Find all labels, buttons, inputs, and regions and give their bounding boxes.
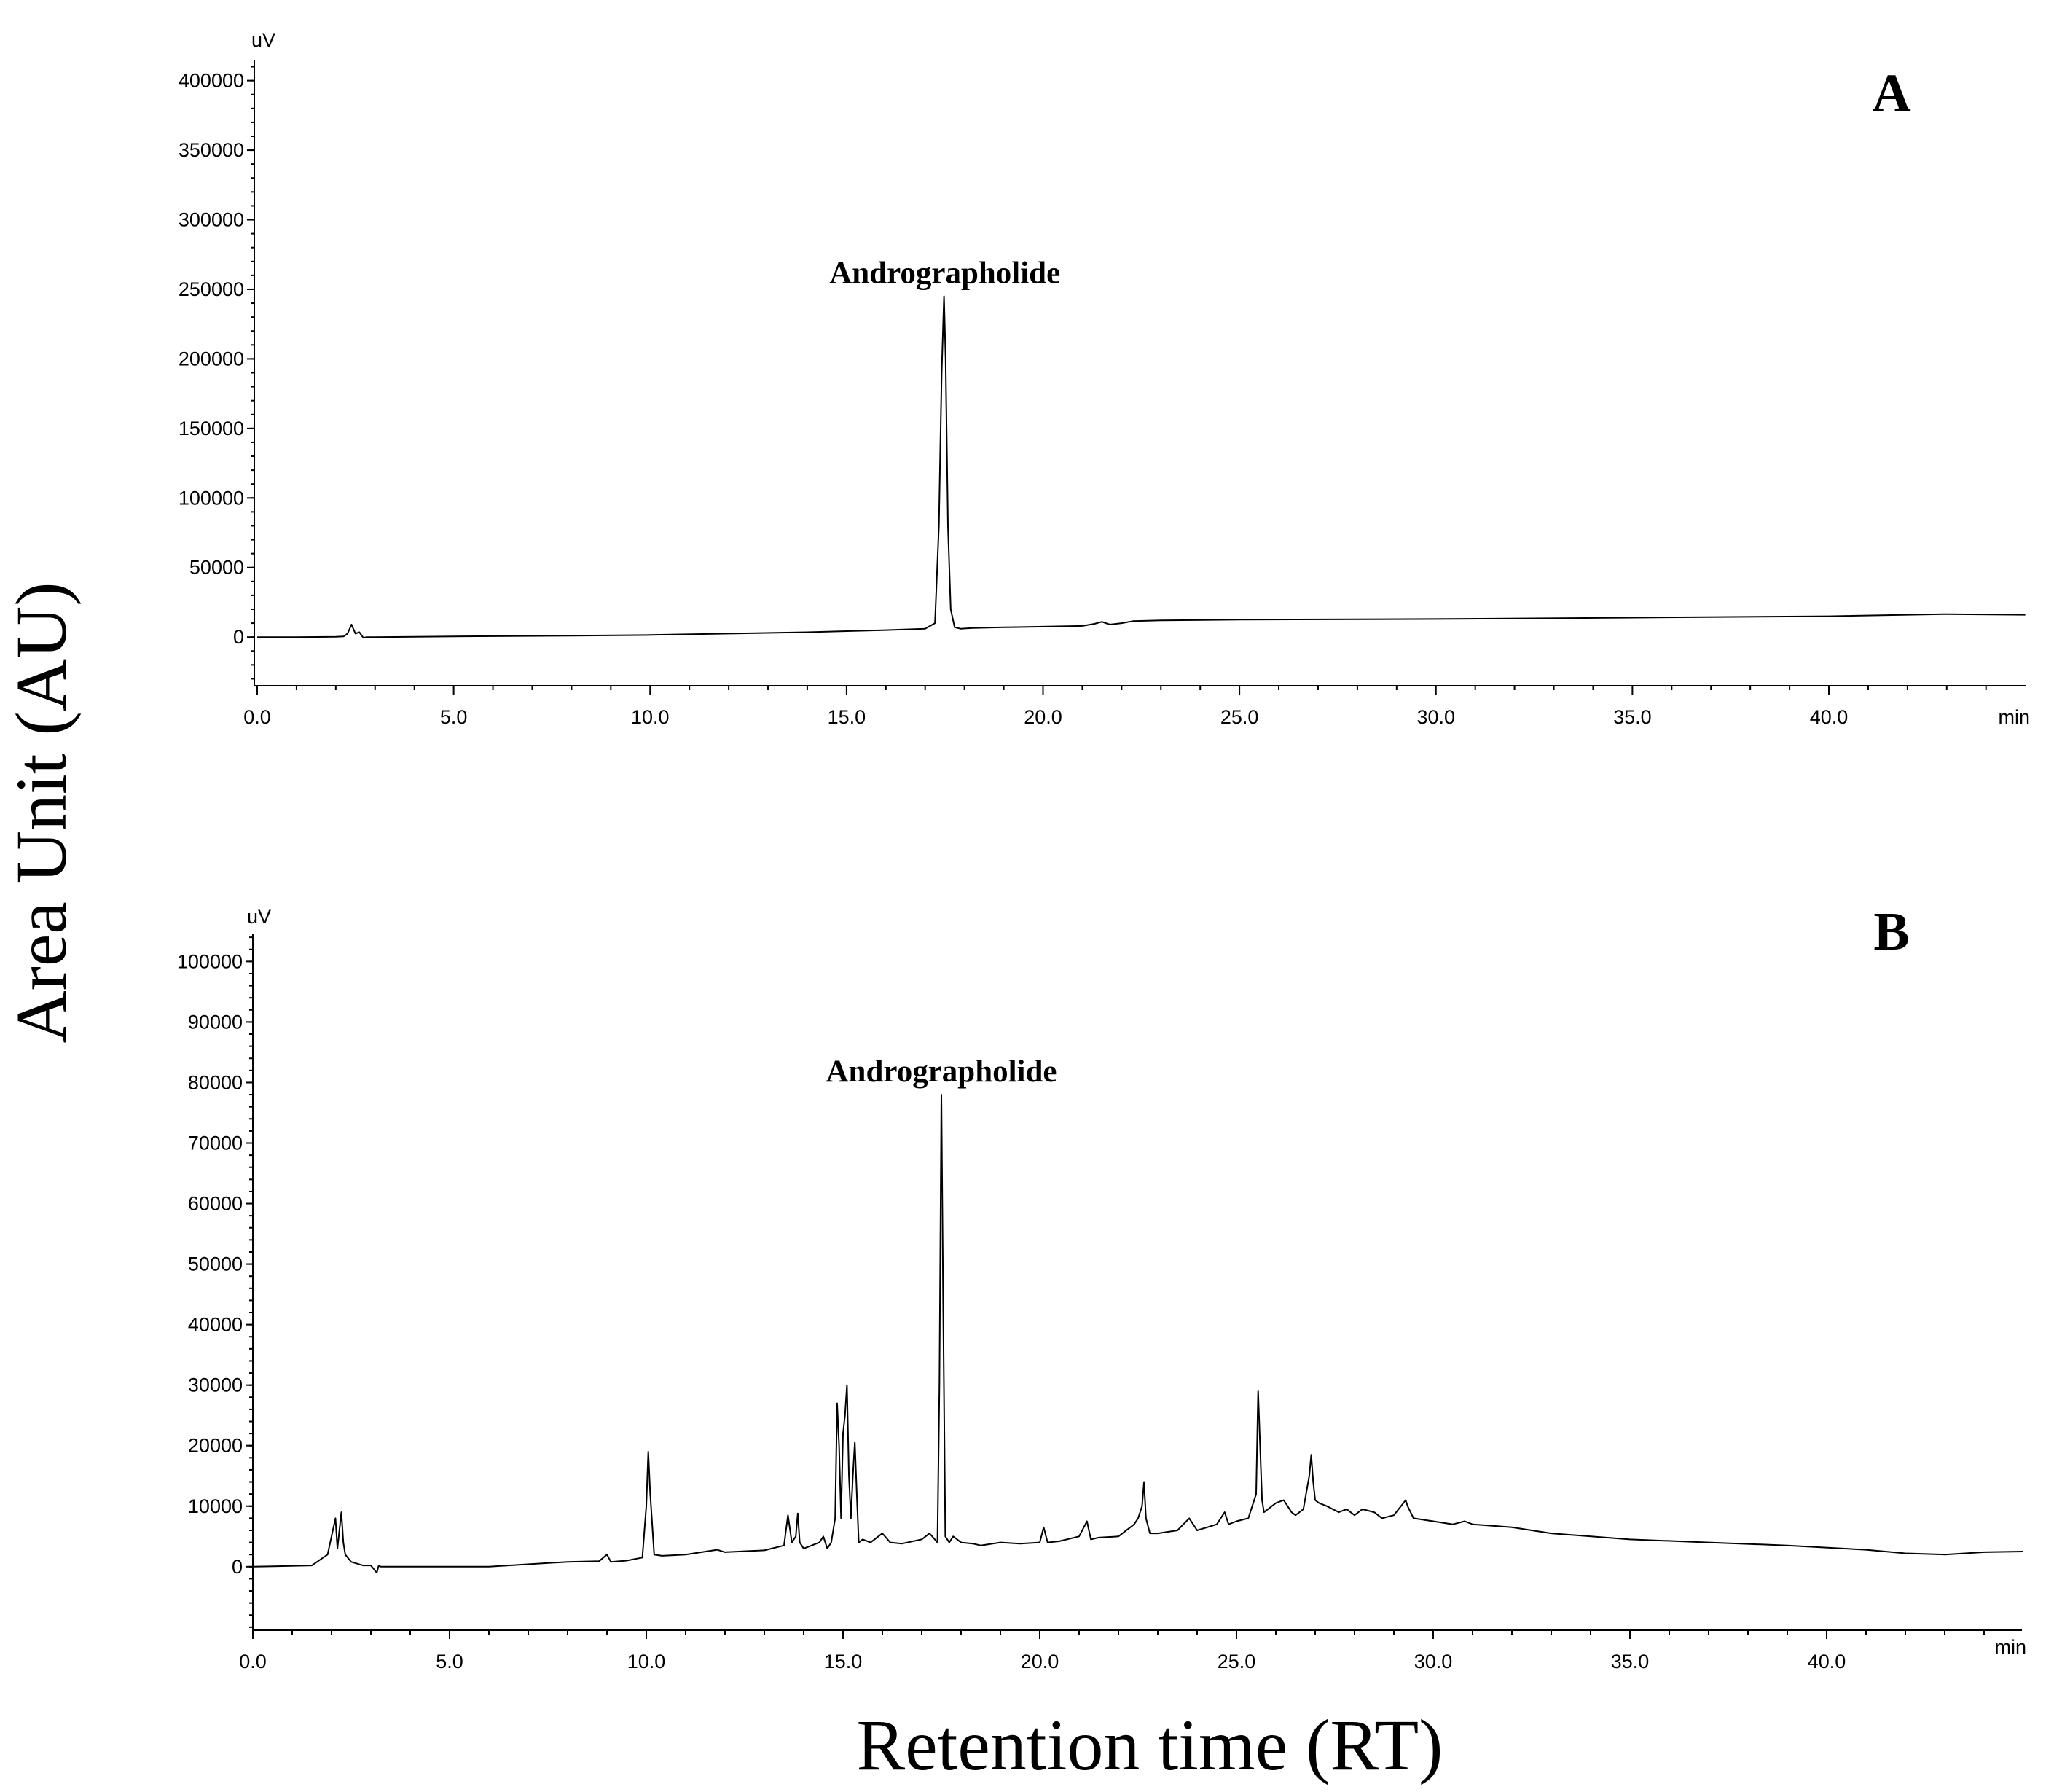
panel-b-x-tick-label: 35.0 [1611,1651,1650,1672]
panel-a-y-tick-label: 50000 [189,557,244,579]
panel-b-x-tick-label: 30.0 [1414,1651,1453,1672]
panel-b-x-tick-label: 0.0 [239,1651,267,1672]
panel-b-y-tick-label: 20000 [188,1435,243,1457]
panel-b-y-tick-label: 80000 [188,1071,243,1093]
panel-b-y-tick-label: 90000 [188,1011,243,1033]
panel-a-x-tick-label: 10.0 [631,706,670,728]
panel-a-x-tick-label: 5.0 [440,706,468,728]
panel-b-y-ticks: 0 10000 20000 30000 40000 50000 60000 70000 8000… [177,936,253,1628]
panel-a-y-tick-label: 400000 [179,70,244,92]
panel-a-x-tick-label: 20.0 [1024,706,1062,728]
panel-b-y-tick-label: 30000 [188,1374,243,1396]
panel-a-y-tick-label: 300000 [179,209,244,231]
panel-a-x-tick-label: 0.0 [243,706,271,728]
panel-b-y-tick-label: 70000 [188,1132,243,1154]
panel-b-y-tick-label: 10000 [188,1495,243,1517]
panel-b-peak-label: Andrographolide [826,1055,1057,1089]
panel-b-x-tick-label: 40.0 [1808,1651,1846,1672]
figure-x-axis-label: Retention time (RT) [857,1705,1443,1785]
panel-b-y-tick-label: 100000 [177,950,243,972]
panel-a-y-unit: uV [251,29,275,51]
panel-a-x-tick-label: 35.0 [1613,706,1652,728]
panel-a-x-tick-label: 15.0 [828,706,866,728]
panel-a-x-tick-label: 40.0 [1810,706,1849,728]
panel-a-x-tick-label: 30.0 [1416,706,1455,728]
panel-b-x-ticks: 0.0 5.0 10.0 15.0 20.0 25.0 30.0 35.0 40.0 [239,1630,1985,1672]
panel-b-chart: uV min B 0 10000 20000 30000 40000 50000 60000… [177,902,2026,1672]
panel-a-trace [257,295,2026,639]
panel-b-x-tick-label: 15.0 [824,1651,863,1672]
panel-b-y-tick-label: 0 [232,1556,243,1578]
panel-b-x-unit: min [1994,1636,2026,1658]
panel-a-y-tick-label: 350000 [179,139,244,161]
panel-b-x-tick-label: 5.0 [436,1651,463,1672]
panel-b-letter: B [1873,902,1909,962]
panel-a-y-ticks: 0 50000 100000 150000 200000 250000 300000 3500… [179,66,254,680]
panel-a-x-tick-label: 25.0 [1220,706,1259,728]
panel-b-y-tick-label: 60000 [188,1193,243,1215]
panel-b-y-unit: uV [247,906,271,928]
panel-b-x-tick-label: 25.0 [1218,1651,1256,1672]
panel-a-x-ticks: 0.0 5.0 10.0 15.0 20.0 25.0 30.0 35.0 40.0 [243,686,1987,728]
panel-a-y-tick-label: 100000 [179,487,244,509]
panel-b-trace [252,1094,2024,1574]
panel-a-y-tick-label: 150000 [179,418,244,439]
panel-a-x-unit: min [1998,706,2030,728]
panel-b-y-tick-label: 50000 [188,1253,243,1275]
panel-a-peak-label: Andrographolide [829,257,1060,291]
panel-b-x-tick-label: 10.0 [627,1651,666,1672]
panel-a-letter: A [1872,63,1910,123]
panel-a-y-tick-label: 0 [233,626,244,648]
panel-a-chart: uV min A 0 50000 100000 150000 200000 250000 3… [179,29,2030,728]
panel-a-y-tick-label: 250000 [179,278,244,300]
panel-b-y-tick-label: 40000 [188,1314,243,1336]
figure-y-axis-label: Area Unit (AU) [1,582,82,1043]
panel-a-y-tick-label: 200000 [179,348,244,369]
panel-b-x-tick-label: 20.0 [1021,1651,1059,1672]
